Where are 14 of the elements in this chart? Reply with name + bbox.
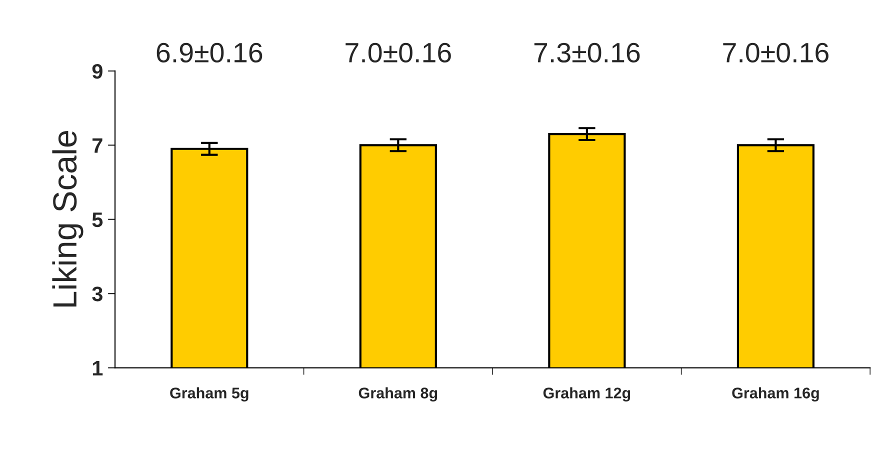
y-tick-label: 9 (92, 64, 102, 79)
y-axis-title: Liking Scale (52, 130, 84, 307)
data-label: 7.0±0.16 (346, 42, 451, 63)
x-tick-label: Graham 16g (732, 387, 819, 402)
data-label: 7.3±0.16 (534, 42, 640, 63)
y-tick-label: 3 (92, 286, 102, 302)
data-label: 6.9±0.16 (156, 42, 262, 63)
y-tick-label: 1 (92, 360, 103, 376)
data-label: 7.0±0.16 (723, 42, 828, 63)
y-tick-label: 7 (92, 138, 102, 153)
x-tick-label: Graham 8g (358, 387, 438, 402)
y-tick-label: 5 (92, 212, 103, 228)
x-tick-label: Graham 12g (543, 387, 630, 402)
x-tick-label: Graham 5g (170, 387, 248, 402)
